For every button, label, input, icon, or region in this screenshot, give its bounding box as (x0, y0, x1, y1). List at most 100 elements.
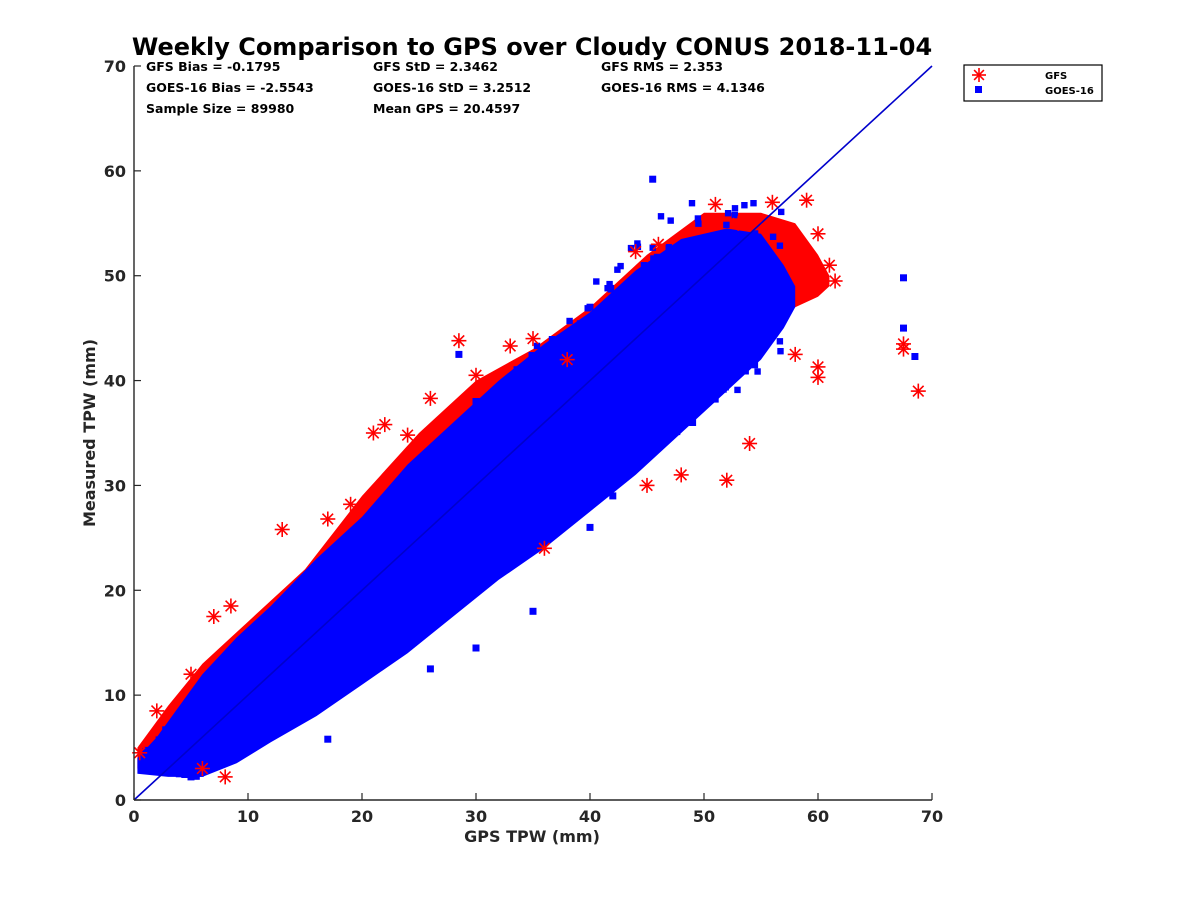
goes16-point (611, 364, 618, 371)
goes16-point (177, 727, 184, 734)
goes16-point (450, 564, 457, 571)
gfs-point (673, 467, 689, 483)
goes16-point (507, 433, 514, 440)
goes16-point (751, 230, 759, 237)
goes16-point (728, 342, 735, 349)
gfs-point (149, 703, 165, 719)
goes16-point (270, 652, 277, 659)
goes16-point (529, 607, 537, 615)
goes16-point (228, 745, 236, 752)
goes16-point (611, 404, 618, 411)
goes16-point (506, 524, 514, 531)
goes16-point (190, 713, 197, 720)
goes16-point (682, 260, 689, 267)
goes16-point (420, 567, 428, 574)
goes16-point (630, 368, 637, 376)
goes16-point (621, 465, 628, 473)
goes16-point (660, 280, 667, 287)
goes16-point (650, 447, 658, 455)
goes16-point (428, 520, 435, 527)
goes16-point (647, 451, 654, 458)
goes16-point (291, 596, 299, 603)
y-tick-label: 0 (115, 791, 126, 810)
goes16-point (695, 220, 702, 227)
goes16-point (218, 742, 225, 750)
x-tick-label: 50 (693, 807, 715, 826)
gfs-point (787, 346, 803, 362)
goes16-point (667, 217, 674, 224)
gfs-point (896, 341, 911, 357)
goes16-point (591, 325, 598, 333)
goes16-point (530, 423, 537, 430)
goes16-point (188, 752, 196, 759)
y-tick-label: 70 (104, 57, 126, 76)
goes16-point (693, 378, 701, 385)
gfs-point (468, 367, 484, 383)
gfs-markers (132, 192, 926, 785)
goes16-point (151, 746, 158, 754)
goes16-point (354, 589, 361, 596)
goes16-point (690, 374, 697, 382)
goes16-point (332, 647, 339, 654)
goes16-point (333, 607, 340, 614)
goes16-point (693, 261, 700, 268)
goes16-point (379, 596, 387, 604)
goes16-point (269, 691, 276, 699)
goes16-point (650, 255, 657, 262)
goes16-point (533, 342, 541, 350)
goes16-point (776, 242, 784, 249)
goes16-point (900, 274, 907, 282)
goes16-point (381, 538, 388, 546)
goes16-point (677, 349, 684, 356)
stat-goes16-std: GOES-16 StD = 3.2512 (373, 80, 531, 95)
goes16-point (267, 727, 274, 734)
gfs-point (194, 761, 210, 776)
goes16-point (193, 773, 200, 780)
goes16-point (661, 385, 668, 393)
goes16-point (599, 322, 606, 330)
goes16-point (587, 405, 594, 413)
goes16-point (374, 546, 381, 554)
gfs-point (639, 477, 655, 493)
goes16-point (484, 489, 491, 497)
goes16-point (702, 383, 709, 391)
goes16-point (371, 508, 378, 515)
goes16-point (361, 532, 368, 539)
goes16-point (589, 411, 596, 418)
gfs-point (365, 425, 381, 441)
goes16-point (647, 297, 655, 304)
goes16-point (179, 747, 186, 754)
goes16-point (435, 556, 442, 564)
goes16-point (196, 752, 203, 759)
goes16-point (754, 368, 761, 375)
goes16-point (700, 346, 707, 354)
goes16-point (713, 358, 720, 365)
goes16-point (153, 765, 161, 772)
goes16-point (275, 709, 282, 717)
goes16-point (576, 381, 583, 388)
goes16-point (634, 243, 642, 250)
x-tick-label: 70 (921, 807, 943, 826)
goes16-point (455, 350, 463, 358)
goes16-point (460, 435, 467, 442)
goes16-point (144, 746, 151, 754)
goes16-point (652, 425, 659, 432)
goes16-point (640, 262, 648, 269)
goes16-point (243, 701, 250, 708)
goes16-point (628, 403, 635, 411)
goes16-point (607, 363, 615, 370)
gfs-point (422, 390, 438, 406)
goes16-point (632, 390, 639, 397)
y-axis-label: Measured TPW (mm) (80, 339, 99, 527)
goes16-point (205, 691, 213, 699)
goes16-point (750, 200, 757, 207)
goes16-point (327, 653, 335, 660)
goes16-point (244, 648, 251, 655)
goes16-point (573, 353, 580, 361)
goes16-point (776, 302, 783, 309)
goes16-point (456, 439, 463, 446)
goes16-point (155, 736, 162, 743)
goes16-point (596, 357, 603, 365)
goes16-point (434, 508, 441, 515)
